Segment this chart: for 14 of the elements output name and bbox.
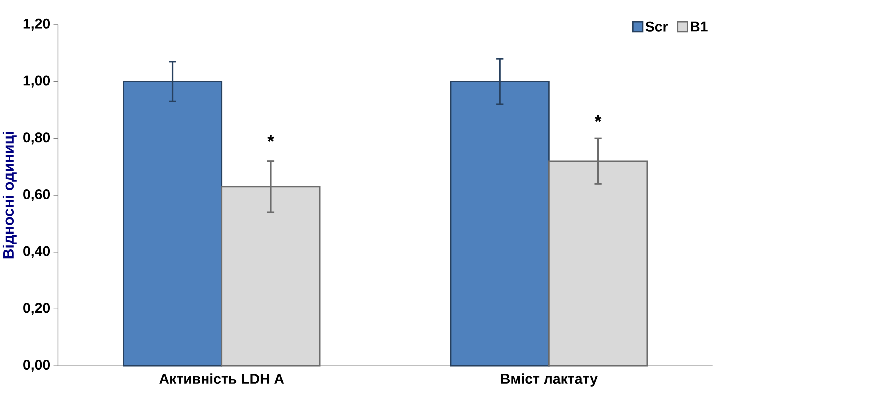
annotation: * — [594, 115, 602, 122]
y-axis-title: Відносні одиниці — [2, 132, 17, 258]
x-tick-label: Активність LDH A — [160, 373, 284, 384]
legend-label: B1 — [691, 22, 708, 32]
y-tick-label: 0,00 — [24, 360, 50, 372]
legend-label: Scr — [646, 22, 668, 32]
annotation: * — [268, 135, 274, 142]
x-tick-label: Вміст лактату — [501, 373, 598, 387]
y-tick-label: 0,60 — [24, 189, 50, 202]
y-tick-label: 1,00 — [24, 75, 50, 88]
y-tick-label: 0,80 — [24, 132, 50, 144]
y-tick-label: 1,20 — [24, 18, 50, 31]
y-tick-label: 0,40 — [24, 246, 50, 258]
y-tick-label: 0,20 — [24, 302, 50, 316]
